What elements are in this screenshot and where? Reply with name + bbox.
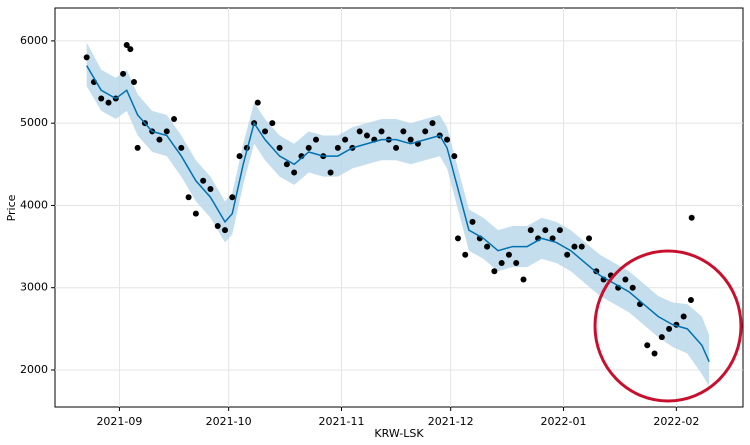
data-point — [363, 132, 370, 139]
data-point — [527, 227, 534, 234]
data-point — [123, 42, 130, 49]
data-point — [313, 136, 320, 143]
data-point — [262, 128, 269, 135]
data-point — [214, 223, 221, 230]
forecast-line — [86, 65, 710, 363]
data-point — [207, 185, 214, 192]
data-point — [462, 251, 469, 258]
data-point — [658, 334, 665, 341]
data-point — [134, 144, 141, 151]
data-point — [130, 79, 137, 86]
data-point — [171, 116, 178, 123]
data-point — [221, 227, 228, 234]
data-point — [651, 350, 658, 357]
data-point — [407, 136, 414, 143]
y-tick-label: 5000 — [20, 116, 48, 129]
data-point — [342, 136, 349, 143]
data-point — [644, 342, 651, 349]
data-point — [564, 251, 571, 258]
data-point — [498, 260, 505, 267]
data-point — [666, 325, 673, 332]
y-axis-label: Price — [5, 194, 18, 221]
data-point — [571, 243, 578, 250]
y-tick-label: 2000 — [20, 363, 48, 376]
data-point — [484, 243, 491, 250]
data-point — [163, 128, 170, 135]
data-point — [276, 144, 283, 151]
data-point — [156, 136, 163, 143]
data-point — [254, 99, 261, 106]
data-point — [578, 243, 585, 250]
plot-frame — [54, 7, 744, 408]
x-tick-label: 2021-09 — [96, 415, 142, 428]
data-point — [429, 120, 436, 127]
data-point — [400, 128, 407, 135]
data-point — [192, 210, 199, 217]
data-point — [334, 144, 341, 151]
data-point — [327, 169, 334, 176]
data-point — [185, 194, 192, 201]
data-point — [98, 95, 105, 102]
data-point — [629, 284, 636, 291]
data-point — [491, 268, 498, 275]
data-point — [520, 276, 527, 283]
data-point — [469, 218, 476, 225]
data-point — [542, 227, 549, 234]
x-tick-label: 2021-12 — [428, 415, 474, 428]
data-point — [549, 235, 556, 242]
data-point — [200, 177, 207, 184]
data-point — [236, 153, 243, 160]
data-point — [687, 297, 694, 304]
data-point — [83, 54, 90, 61]
data-point — [105, 99, 112, 106]
data-point — [229, 194, 236, 201]
data-point — [356, 128, 363, 135]
data-point — [444, 136, 451, 143]
data-point — [393, 144, 400, 151]
data-point — [688, 214, 695, 221]
x-tick-label: 2022-01 — [541, 415, 587, 428]
x-tick-label: 2022-02 — [653, 415, 699, 428]
y-tick-label: 4000 — [20, 198, 48, 211]
data-point — [680, 313, 687, 320]
uncertainty-band — [86, 42, 710, 387]
data-point — [120, 70, 127, 77]
data-point — [454, 235, 461, 242]
data-point — [305, 144, 312, 151]
data-point — [622, 276, 629, 283]
data-point — [451, 153, 458, 160]
data-point — [178, 144, 185, 151]
y-tick-label: 6000 — [20, 34, 48, 47]
data-point — [422, 128, 429, 135]
y-tick-label: 3000 — [20, 281, 48, 294]
data-point — [513, 260, 520, 267]
data-point — [269, 120, 276, 127]
data-point — [378, 128, 385, 135]
data-point — [505, 251, 512, 258]
x-tick-label: 2021-10 — [206, 415, 252, 428]
data-point — [586, 235, 593, 242]
highlight-circle — [593, 249, 743, 403]
data-point — [283, 161, 290, 168]
data-point — [291, 169, 298, 176]
x-tick-label: 2021-11 — [319, 415, 365, 428]
data-point — [127, 46, 134, 53]
data-point — [556, 227, 563, 234]
x-axis-label: KRW-LSK — [374, 427, 424, 440]
